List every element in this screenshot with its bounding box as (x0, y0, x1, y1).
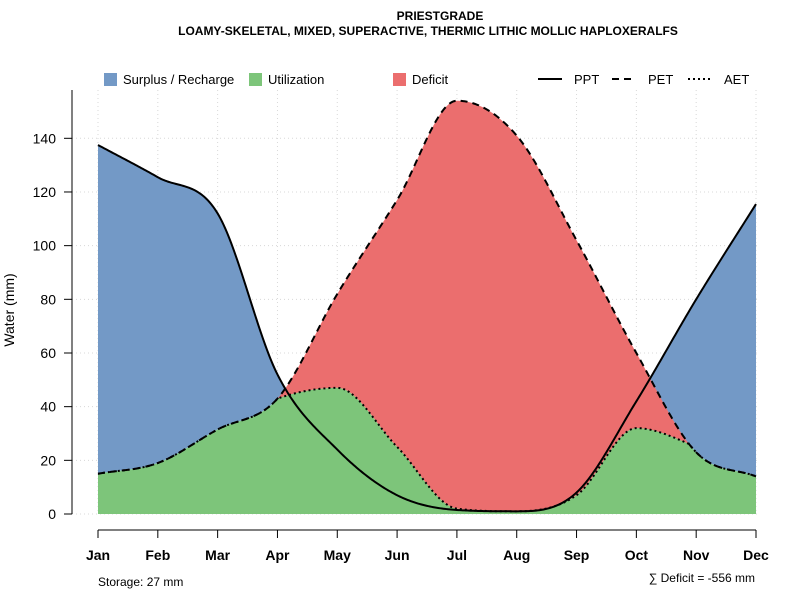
legend: Surplus / Recharge Utilization Deficit PPT P… (104, 72, 749, 87)
deficit-area (98, 100, 756, 512)
series-line-ppt (97, 144, 757, 513)
legend-label: Deficit (412, 72, 449, 87)
x-tick-label: Jan (86, 547, 110, 563)
y-tick-label: 120 (33, 184, 57, 200)
y-tick-label: 100 (33, 238, 57, 254)
series-line-aet (97, 386, 757, 513)
legend-swatch (104, 73, 117, 86)
x-tick-label: Nov (683, 547, 710, 563)
legend-swatch (249, 73, 262, 86)
x-tick-label: Jun (385, 547, 410, 563)
legend-swatch (393, 73, 406, 86)
x-tick-label: Sep (564, 547, 590, 563)
x-tick-label: Jul (447, 547, 467, 563)
y-tick-label: 20 (40, 452, 56, 468)
y-tick-label: 80 (40, 291, 56, 307)
deficit-text: ∑ Deficit = -556 mm (649, 571, 755, 585)
legend-label: PET (648, 72, 673, 87)
y-ticks: 0 20 40 60 80 100 120 140 (33, 130, 72, 522)
utilization-area (98, 387, 756, 514)
x-tick-label: May (324, 547, 351, 563)
storage-text: Storage: 27 mm (98, 575, 183, 589)
series-line-pet (97, 99, 757, 478)
series-lines (97, 99, 757, 513)
surplus-area (98, 145, 756, 512)
area-fills (98, 100, 756, 514)
legend-label: PPT (574, 72, 599, 87)
chart-title: PRIESTGRADE (397, 9, 484, 23)
legend-label: Surplus / Recharge (123, 72, 234, 87)
y-axis-label: Water (mm) (1, 273, 17, 346)
x-ticks: Jan Feb Mar Apr May Jun Jul Aug Sep Oct Nov Dec (86, 530, 769, 563)
x-tick-label: Mar (205, 547, 230, 563)
x-tick-label: Oct (625, 547, 649, 563)
y-tick-label: 40 (40, 399, 56, 415)
x-tick-label: Dec (743, 547, 769, 563)
chart-subtitle: LOAMY-SKELETAL, MIXED, SUPERACTIVE, THER… (178, 24, 678, 38)
y-tick-label: 0 (48, 506, 56, 522)
x-tick-label: Aug (503, 547, 530, 563)
x-tick-label: Feb (145, 547, 170, 563)
y-tick-label: 140 (33, 130, 57, 146)
y-tick-label: 60 (40, 345, 56, 361)
legend-label: AET (724, 72, 749, 87)
x-tick-label: Apr (265, 547, 290, 563)
legend-label: Utilization (268, 72, 324, 87)
